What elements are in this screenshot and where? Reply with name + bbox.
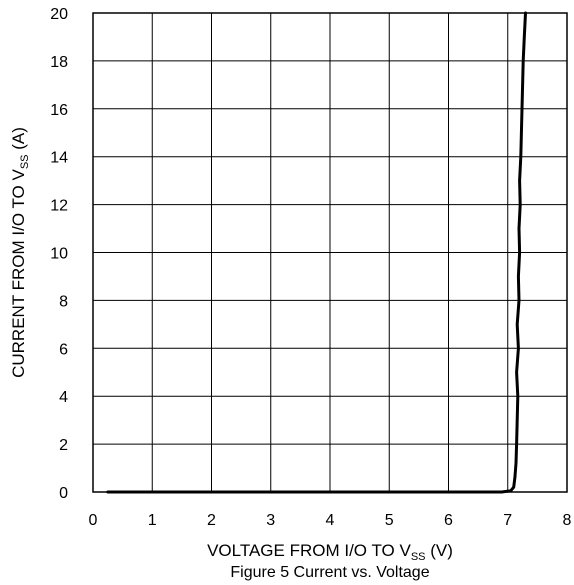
x-tick-label: 8 bbox=[563, 512, 572, 529]
x-tick-label: 3 bbox=[266, 512, 275, 529]
y-tick-label: 12 bbox=[50, 198, 68, 215]
y-tick-label: 10 bbox=[50, 246, 68, 263]
y-axis-label: CURRENT FROM I/O TO VSS (A) bbox=[9, 127, 31, 378]
figure-caption: Figure 5 Current vs. Voltage bbox=[230, 564, 429, 581]
y-tick-label: 2 bbox=[59, 437, 68, 454]
x-tick-label: 2 bbox=[207, 512, 216, 529]
y-tick-label: 4 bbox=[59, 389, 68, 406]
grid bbox=[92, 12, 568, 493]
series-layer bbox=[106, 11, 527, 494]
x-axis-label-subscript: SS bbox=[411, 551, 426, 563]
x-tick-label: 4 bbox=[326, 512, 335, 529]
series-line-1 bbox=[106, 11, 527, 494]
y-tick-label: 0 bbox=[59, 485, 68, 502]
y-tick-label: 6 bbox=[59, 341, 68, 358]
x-tick-labels: 0 1 2 3 4 5 6 7 8 bbox=[89, 512, 572, 529]
x-axis-label-unit: (V) bbox=[426, 541, 453, 560]
y-axis-label-main: CURRENT FROM I/O TO V bbox=[9, 169, 28, 378]
y-tick-label: 20 bbox=[50, 6, 68, 23]
x-tick-label: 0 bbox=[89, 512, 98, 529]
x-tick-label: 1 bbox=[148, 512, 157, 529]
y-axis-label-unit: (A) bbox=[9, 127, 28, 154]
y-tick-label: 14 bbox=[50, 150, 68, 167]
y-tick-label: 16 bbox=[50, 102, 68, 119]
x-tick-label: 6 bbox=[444, 512, 453, 529]
x-axis-label-main: VOLTAGE FROM I/O TO V bbox=[207, 541, 411, 560]
y-tick-label: 18 bbox=[50, 54, 68, 71]
x-tick-label: 7 bbox=[503, 512, 512, 529]
y-tick-labels: 0 2 4 6 8 10 12 14 16 18 20 bbox=[50, 6, 68, 502]
x-tick-label: 5 bbox=[385, 512, 394, 529]
y-tick-label: 8 bbox=[59, 293, 68, 310]
y-axis-label-subscript: SS bbox=[19, 154, 31, 169]
x-axis-label: VOLTAGE FROM I/O TO VSS (V) bbox=[207, 541, 453, 563]
